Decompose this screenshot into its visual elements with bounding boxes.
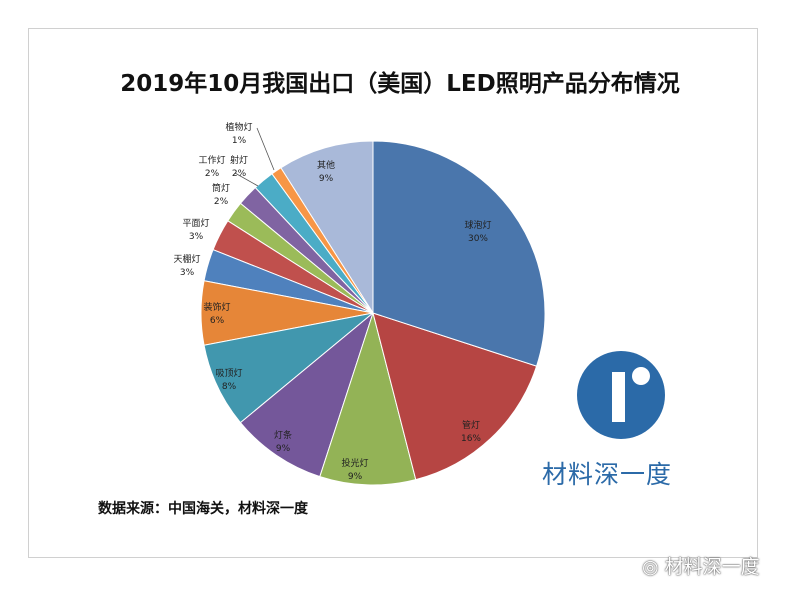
pie-slice-13 bbox=[280, 140, 374, 315]
slice-percent-label: 1% bbox=[232, 136, 247, 146]
slice-percent-label: 16% bbox=[461, 434, 481, 444]
slice-category-label: 射灯 bbox=[230, 154, 248, 166]
chart-frame bbox=[28, 28, 758, 558]
watermark-text: 材料深一度 bbox=[664, 556, 760, 578]
slice-category-label: 筒灯 bbox=[212, 182, 230, 194]
slice-category-label: 球泡灯 bbox=[464, 219, 491, 231]
slice-percent-label: 30% bbox=[468, 234, 488, 244]
slice-category-label: 管灯 bbox=[462, 419, 480, 431]
pie-slice-1 bbox=[372, 140, 546, 367]
slice-category-label: 吸顶灯 bbox=[215, 368, 242, 379]
slice-category-label: 天棚灯 bbox=[173, 253, 200, 265]
slice-category-label: 装饰灯 bbox=[203, 301, 230, 313]
slice-category-label: 灯条 bbox=[274, 429, 292, 441]
pie-slice-4 bbox=[239, 311, 375, 478]
chart-title: 2019年10月我国出口（美国）LED照明产品分布情况 bbox=[120, 71, 680, 97]
slice-percent-label: 3% bbox=[180, 268, 195, 278]
slice-percent-label: 2% bbox=[232, 169, 247, 179]
data-source-note: 数据来源：中国海关，材料深一度 bbox=[98, 501, 308, 517]
slice-percent-label: 9% bbox=[276, 444, 291, 454]
slice-percent-label: 3% bbox=[189, 232, 204, 242]
slice-percent-label: 2% bbox=[214, 197, 229, 207]
slice-category-label: 平面灯 bbox=[182, 218, 209, 229]
slice-percent-label: 6% bbox=[210, 316, 225, 326]
pie-slice-3 bbox=[319, 311, 417, 486]
slice-percent-label: 2% bbox=[205, 169, 220, 179]
brand-logo-icon bbox=[577, 351, 665, 439]
slice-percent-label: 9% bbox=[319, 174, 334, 184]
slice-percent-label: 8% bbox=[222, 382, 237, 392]
brand-logo-text: 材料深一度 bbox=[542, 460, 673, 489]
slice-category-label: 投光灯 bbox=[341, 457, 368, 469]
pie-slice-2 bbox=[372, 312, 538, 481]
slice-category-label: 植物灯 bbox=[225, 121, 252, 133]
slice-category-label: 其他 bbox=[317, 159, 335, 171]
wechat-watermark: ◎ 材料深一度 bbox=[642, 556, 760, 578]
slice-category-label: 工作灯 bbox=[198, 154, 225, 166]
leader-line bbox=[256, 127, 275, 171]
leader-line bbox=[234, 172, 259, 187]
slice-percent-label: 9% bbox=[348, 472, 363, 482]
